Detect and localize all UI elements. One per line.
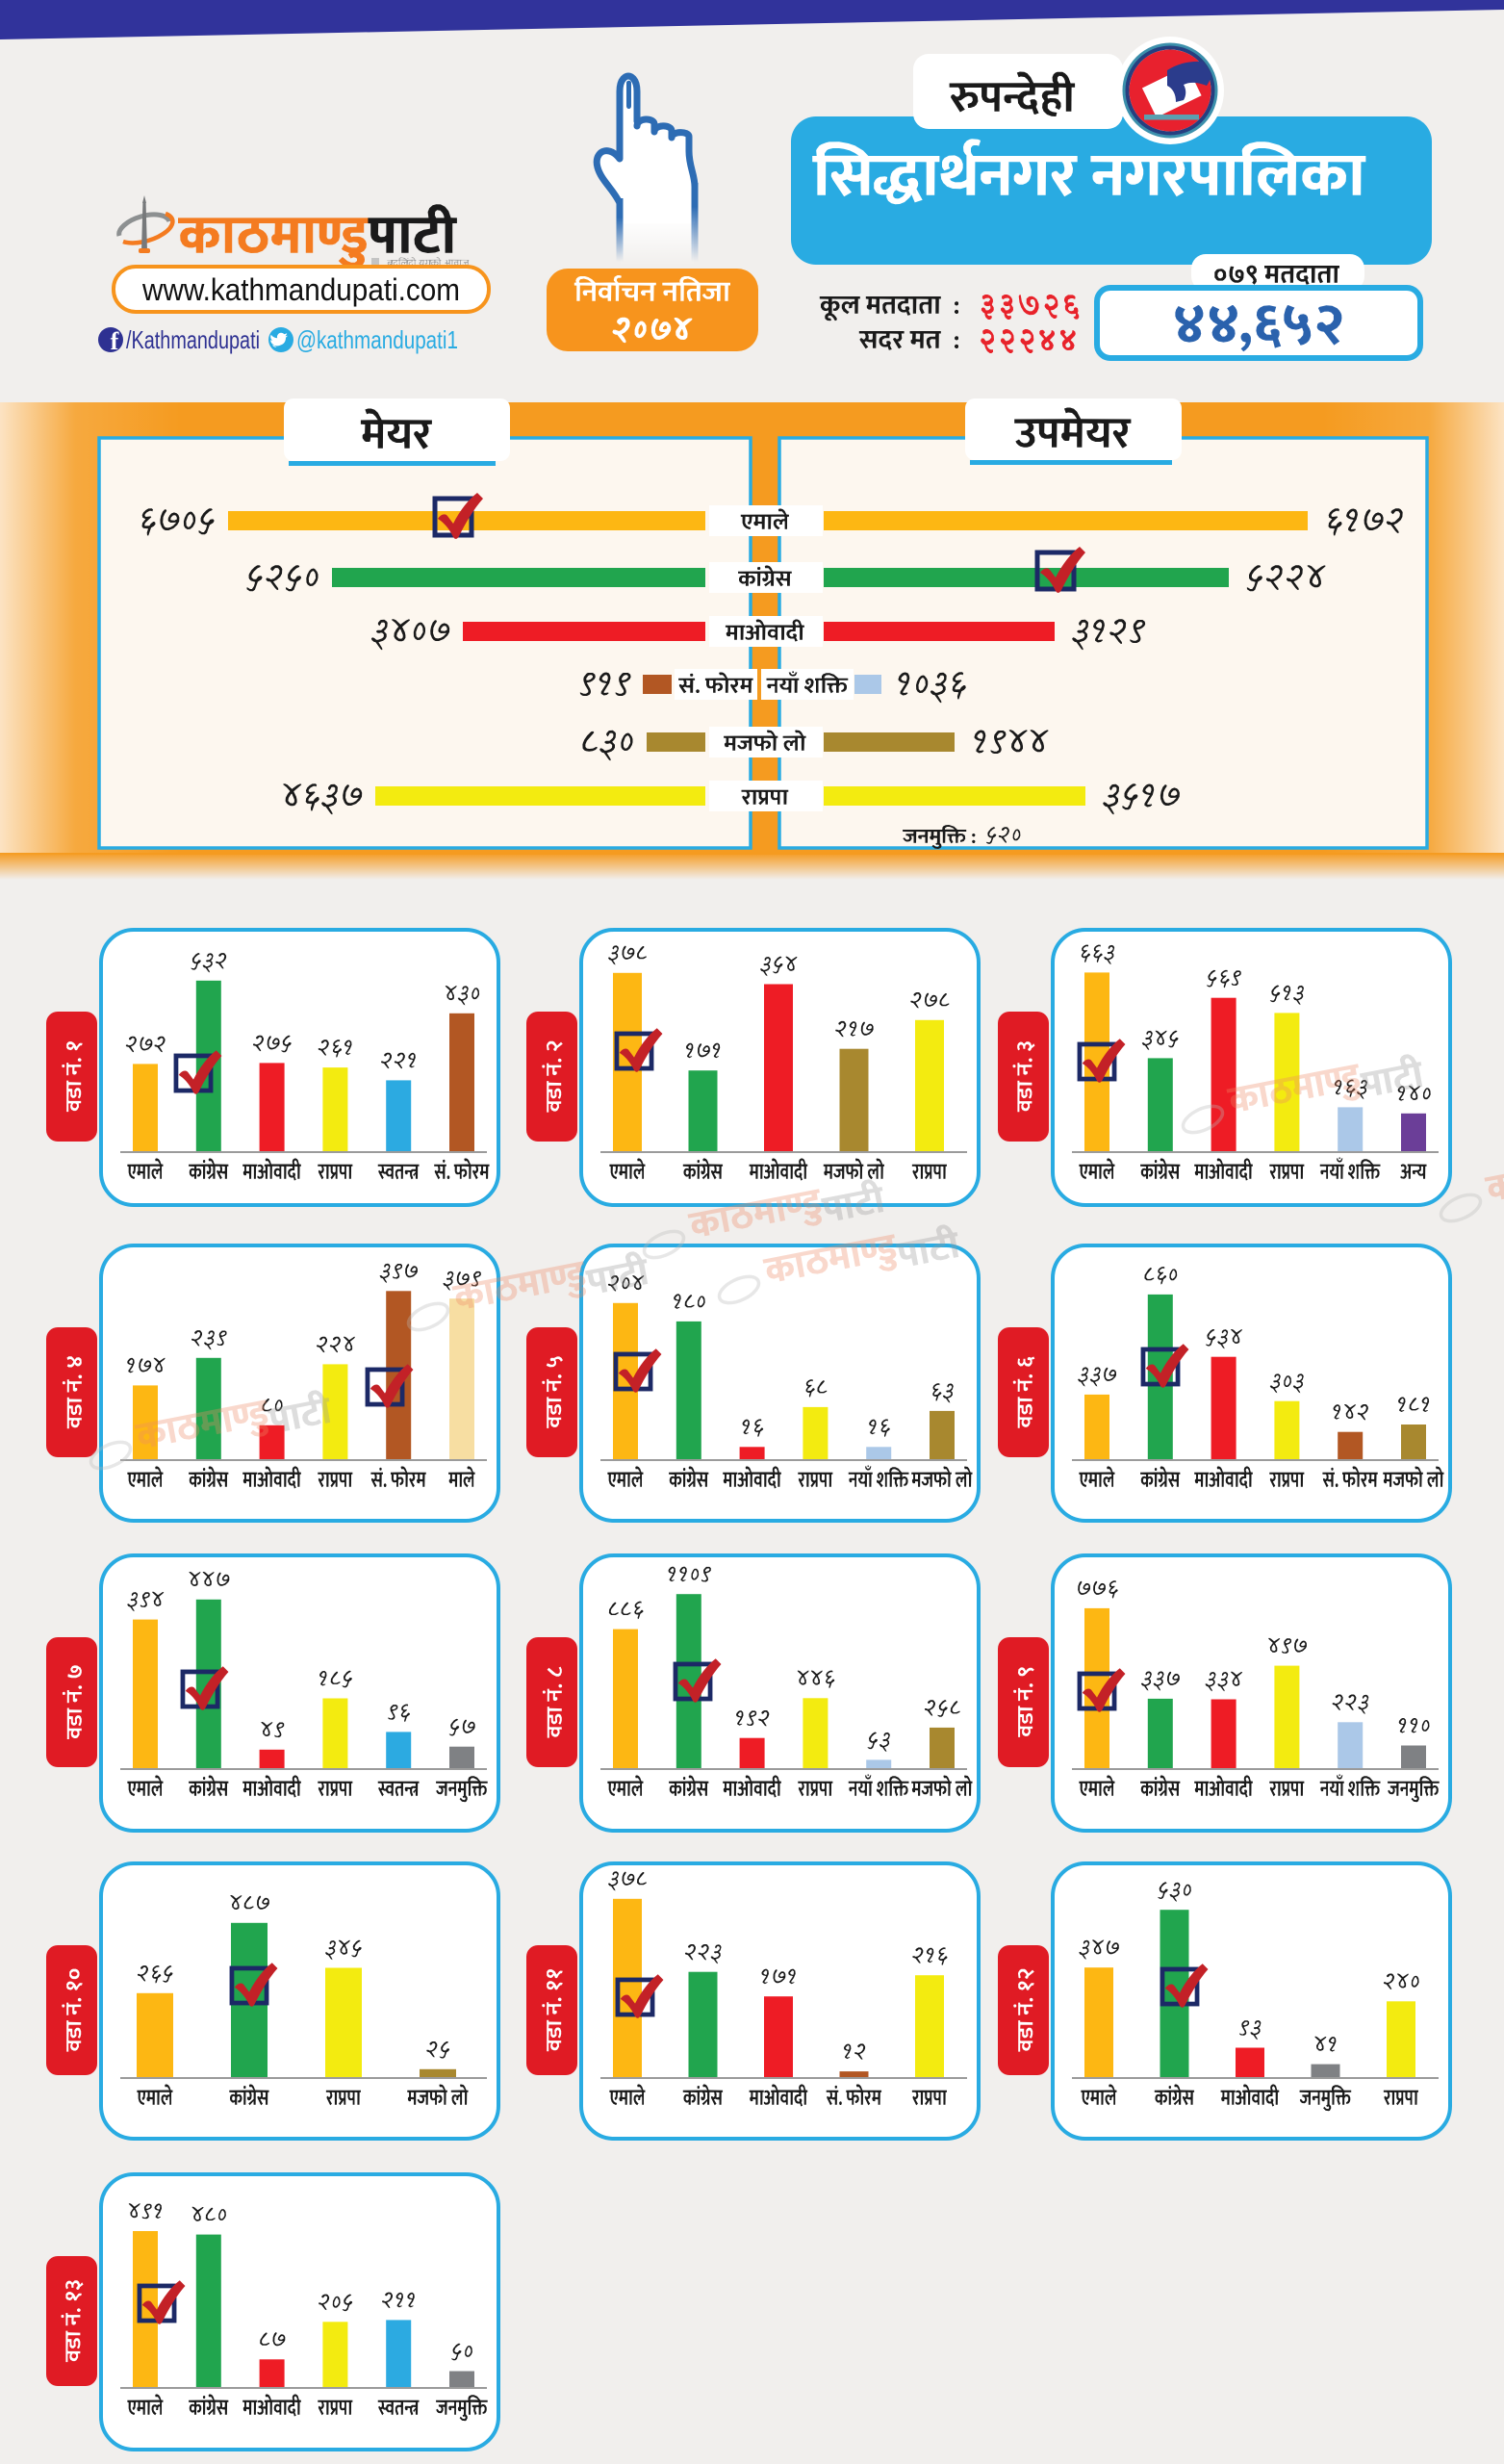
svg-text:f: f [111, 327, 119, 355]
svg-text:/Kathmandupati: /Kathmandupati [126, 325, 260, 354]
svg-text:@kathmandupati1: @kathmandupati1 [296, 325, 458, 354]
svg-text:www.kathmandupati.com: www.kathmandupati.com [141, 272, 460, 307]
